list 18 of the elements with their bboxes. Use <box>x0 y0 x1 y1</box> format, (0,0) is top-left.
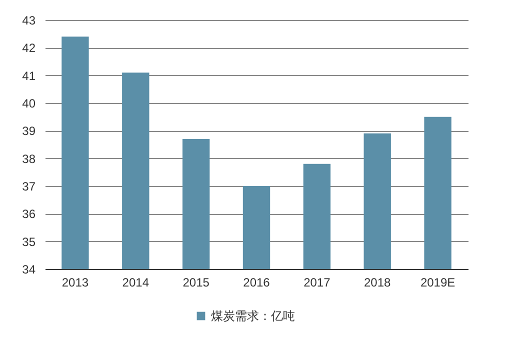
y-tick-label: 39 <box>22 124 36 138</box>
y-tick-label: 40 <box>22 96 36 110</box>
y-tick-label: 34 <box>22 262 36 276</box>
y-tick-label: 35 <box>22 234 36 249</box>
x-tick-label: 2016 <box>243 276 270 290</box>
x-tick-label: 2019E <box>420 276 456 290</box>
y-tick-label: 38 <box>22 152 36 166</box>
x-tick-label: 2017 <box>304 276 331 290</box>
y-tick-label: 43 <box>22 14 36 28</box>
x-tick-label: 2018 <box>364 276 392 290</box>
y-tick-label: 37 <box>22 180 36 194</box>
y-tick-label: 41 <box>22 68 36 83</box>
x-tick-label: 2014 <box>122 276 150 290</box>
legend-label: 煤炭需求：亿吨 <box>211 309 295 323</box>
y-tick-label: 36 <box>22 207 36 222</box>
x-tick-label: 2015 <box>182 276 210 290</box>
y-tick-label: 42 <box>22 41 36 56</box>
x-tick-label: 2013 <box>62 276 89 290</box>
